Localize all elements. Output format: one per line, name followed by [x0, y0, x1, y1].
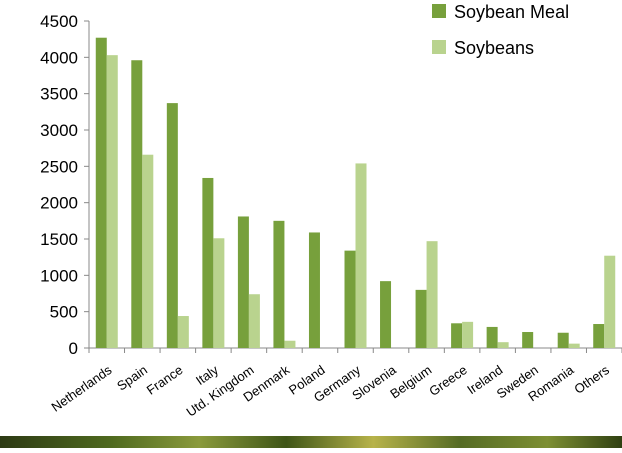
background-photo-strip — [0, 436, 622, 448]
y-tick-label: 1000 — [40, 266, 78, 285]
category-label: Netherlands — [48, 362, 114, 415]
bar-soybean-meal — [166, 103, 178, 348]
bar-soybean-meal — [202, 177, 214, 348]
bar-soybean-meal — [380, 281, 392, 348]
category-label: France — [144, 362, 186, 397]
bar-soybeans — [568, 343, 580, 348]
y-tick-label: 1500 — [40, 230, 78, 249]
category-label: Others — [571, 362, 612, 397]
y-tick-label: 2000 — [40, 194, 78, 213]
bar-soybean-meal — [415, 289, 427, 348]
bar-soybeans — [462, 321, 474, 348]
bar-soybean-meal — [131, 60, 143, 349]
y-tick-label: 500 — [50, 303, 78, 322]
category-label: Spain — [114, 362, 150, 393]
legend-label: Soybean Meal — [454, 2, 569, 22]
y-tick-label: 2500 — [40, 157, 78, 176]
bar-soybean-meal — [522, 332, 534, 348]
bar-soybeans — [213, 238, 225, 348]
legend-swatch — [432, 4, 446, 18]
legend-label: Soybeans — [454, 38, 534, 58]
bar-soybean-meal — [593, 324, 605, 348]
bar-soybean-meal — [95, 37, 107, 349]
bar-soybeans — [177, 316, 189, 348]
bar-soybeans — [248, 294, 260, 348]
y-tick-label: 4000 — [40, 48, 78, 67]
bar-soybean-meal — [237, 216, 249, 348]
y-tick-label: 0 — [69, 339, 78, 358]
y-tick-label: 3500 — [40, 85, 78, 104]
bar-soybean-meal — [273, 220, 285, 348]
bar-soybean-meal — [344, 250, 356, 348]
bar-soybean-meal — [308, 232, 320, 348]
bar-soybeans — [497, 342, 509, 348]
bar-soybean-meal — [486, 326, 498, 348]
bar-soybeans — [142, 154, 154, 348]
bar-soybeans — [426, 241, 438, 348]
bar-soybean-meal — [451, 323, 463, 348]
y-tick-label: 4500 — [40, 12, 78, 31]
bar-soybeans — [604, 255, 616, 348]
category-label: Greece — [426, 362, 470, 399]
bar-soybeans — [106, 55, 118, 349]
bar-soybeans — [284, 340, 296, 348]
bar-soybeans — [355, 163, 367, 348]
y-tick-label: 3000 — [40, 121, 78, 140]
bar-soybean-meal — [557, 332, 569, 348]
legend-swatch — [432, 40, 446, 54]
